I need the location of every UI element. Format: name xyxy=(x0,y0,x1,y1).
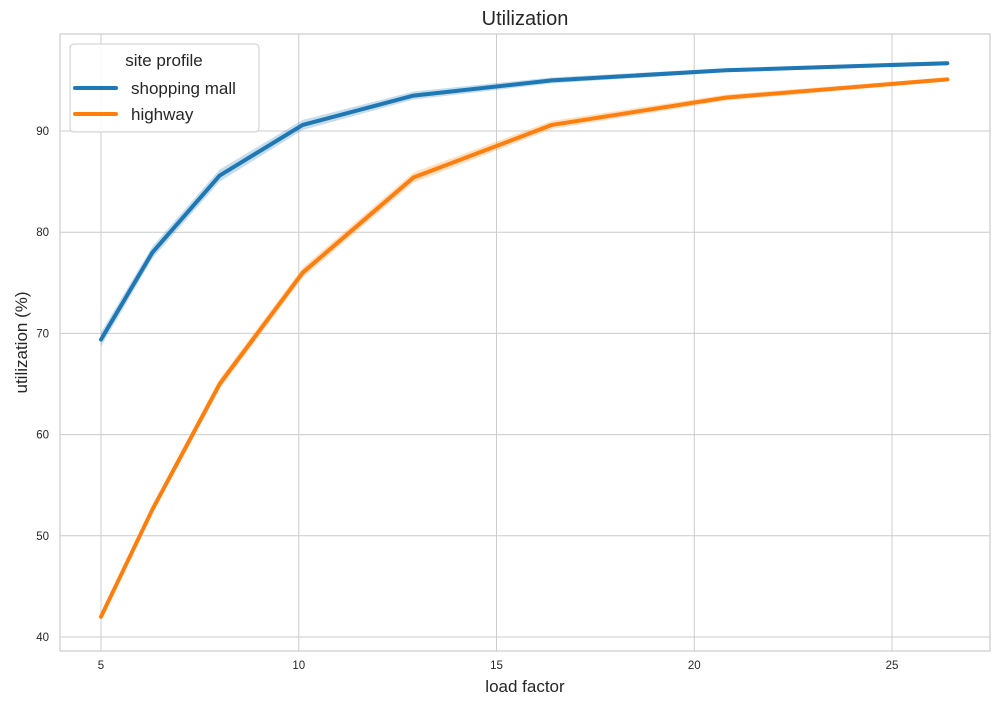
x-tick-label: 15 xyxy=(490,660,503,672)
chart-title: Utilization xyxy=(482,8,569,30)
x-tick-label: 25 xyxy=(886,660,899,672)
x-tick-label: 10 xyxy=(292,660,305,672)
tick-labels: 5 10 15 20 25 40 50 60 70 80 90 xyxy=(36,126,898,672)
y-tick-label: 70 xyxy=(36,328,49,340)
y-tick-label: 50 xyxy=(36,531,49,543)
series-line xyxy=(99,61,950,342)
series-line xyxy=(99,77,950,619)
x-tick-label: 20 xyxy=(688,660,701,672)
legend-title: site profile xyxy=(125,51,202,70)
y-tick-label: 60 xyxy=(36,430,49,442)
x-axis-label: load factor xyxy=(485,677,565,696)
legend-label-highway: highway xyxy=(131,105,194,124)
confidence-band xyxy=(101,77,948,620)
y-tick-label: 80 xyxy=(36,227,49,239)
plot-frame xyxy=(59,33,991,652)
y-tick-label: 40 xyxy=(36,632,49,644)
y-tick-label: 90 xyxy=(36,126,49,138)
legend: site profile shopping mall highway xyxy=(69,43,260,133)
legend-box xyxy=(69,43,260,133)
y-axis-label: utilization (%) xyxy=(12,291,31,393)
x-tick-label: 5 xyxy=(98,660,104,672)
legend-label-shopping-mall: shopping mall xyxy=(131,79,236,98)
series-layer xyxy=(99,61,950,620)
